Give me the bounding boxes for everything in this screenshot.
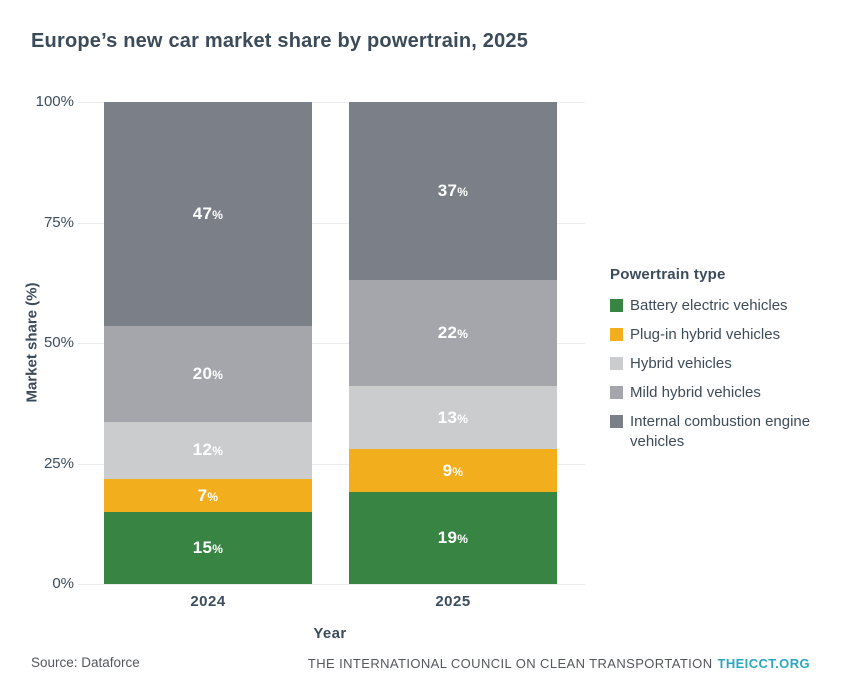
segment-mild-hybrid-vehicles: 20% xyxy=(104,326,312,422)
bar-2025: 19% 9% 13% 22% 37% xyxy=(349,102,557,584)
legend-swatch-icon xyxy=(610,386,623,399)
legend-swatch-icon xyxy=(610,299,623,312)
gridline xyxy=(78,102,585,103)
y-tick-label: 75% xyxy=(43,214,74,231)
legend-swatch-icon xyxy=(610,357,623,370)
segment-value-label: 13% xyxy=(437,407,469,427)
footer-org: THE INTERNATIONAL COUNCIL ON CLEAN TRANS… xyxy=(308,656,810,671)
x-tick-label: 2025 xyxy=(435,593,471,610)
legend-item-label: Internal combustion engine vehicles xyxy=(630,413,811,450)
chart-title: Europe’s new car market share by powertr… xyxy=(31,30,529,52)
segment-battery-electric-vehicles: 19% xyxy=(349,492,557,584)
segment-value-label: 9% xyxy=(442,460,464,480)
legend-item-mild-hybrid-vehicles: Mild hybrid vehicles xyxy=(610,383,825,403)
legend-item-label: Hybrid vehicles xyxy=(630,355,732,372)
legend-item-label: Mild hybrid vehicles xyxy=(630,384,761,401)
footer-org-name: THE INTERNATIONAL COUNCIL ON CLEAN TRANS… xyxy=(307,656,713,671)
segment-mild-hybrid-vehicles: 22% xyxy=(349,280,557,387)
footer-org-link[interactable]: THEICCT.ORG xyxy=(717,656,810,671)
legend-item-battery-electric-vehicles: Battery electric vehicles xyxy=(610,296,825,316)
segment-plug-in-hybrid-vehicles: 9% xyxy=(349,449,557,493)
legend-item-plug-in-hybrid-vehicles: Plug-in hybrid vehicles xyxy=(610,325,825,345)
segment-value-label: 19% xyxy=(437,528,469,548)
gridline xyxy=(78,464,585,465)
y-tick-label: 100% xyxy=(35,93,74,110)
gridline xyxy=(78,343,585,344)
x-tick-label: 2024 xyxy=(190,593,226,610)
segment-battery-electric-vehicles: 15% xyxy=(104,512,312,584)
gridline xyxy=(78,584,585,585)
segment-internal-combustion-engine-vehicles: 47% xyxy=(104,102,312,327)
segment-hybrid-vehicles: 12% xyxy=(104,421,312,480)
legend-items: Battery electric vehicles Plug-in hybrid … xyxy=(610,296,825,452)
y-tick-label: 25% xyxy=(43,455,74,472)
segment-value-label: 7% xyxy=(197,485,219,505)
x-axis-title: Year xyxy=(313,625,347,642)
legend-item-label: Plug-in hybrid vehicles xyxy=(630,326,781,343)
segment-value-label: 15% xyxy=(192,538,224,558)
legend: Powertrain type Battery electric vehicle… xyxy=(610,266,825,461)
legend-swatch-icon xyxy=(610,415,623,428)
legend-item-internal-combustion-engine-vehicles: Internal combustion engine vehicles xyxy=(610,412,825,452)
y-tick-label: 0% xyxy=(52,575,74,592)
source-note: Source: Dataforce xyxy=(31,655,140,670)
segment-internal-combustion-engine-vehicles: 37% xyxy=(349,102,557,281)
segment-value-label: 22% xyxy=(437,323,469,343)
y-tick-label: 50% xyxy=(43,334,74,351)
segment-value-label: 12% xyxy=(192,440,224,460)
legend-item-hybrid-vehicles: Hybrid vehicles xyxy=(610,354,825,374)
legend-item-label: Battery electric vehicles xyxy=(630,297,788,314)
segment-plug-in-hybrid-vehicles: 7% xyxy=(104,479,312,513)
segment-hybrid-vehicles: 13% xyxy=(349,386,557,450)
segment-value-label: 20% xyxy=(192,364,224,384)
segment-value-label: 37% xyxy=(437,181,469,201)
legend-swatch-icon xyxy=(610,328,623,341)
legend-title: Powertrain type xyxy=(610,266,726,283)
bar-2024: 15% 7% 12% 20% 47% xyxy=(104,102,312,584)
gridline xyxy=(78,223,585,224)
segment-value-label: 47% xyxy=(192,204,224,224)
